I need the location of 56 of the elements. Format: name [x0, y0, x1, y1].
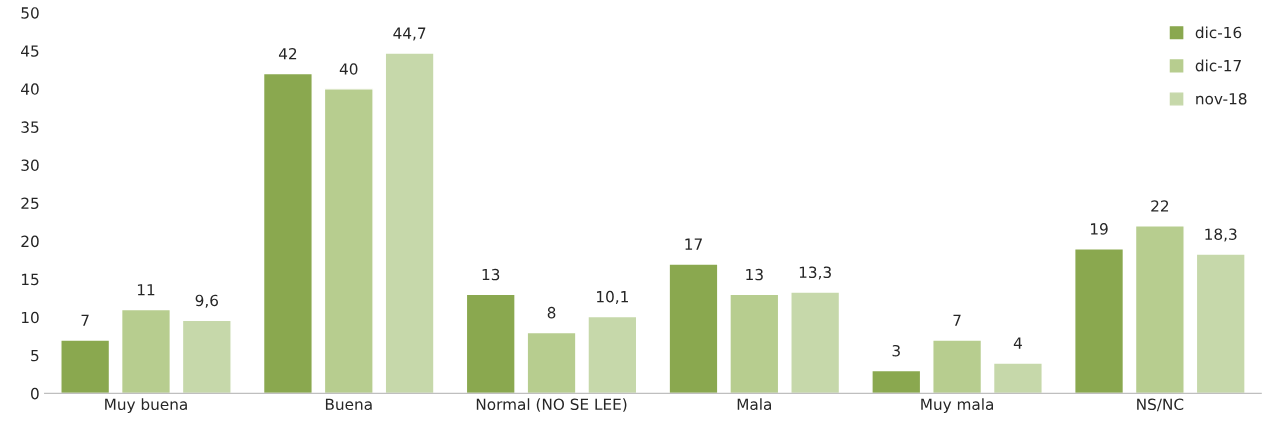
data-label: 44,7	[393, 27, 426, 41]
bar	[262, 72, 313, 394]
x-tick-label: NS/NC	[1137, 398, 1184, 412]
bar	[932, 339, 983, 394]
data-label: 22	[1151, 200, 1169, 212]
x-tick-label: Mala	[737, 398, 771, 411]
bar	[526, 331, 577, 394]
y-tick-label: 50	[21, 7, 39, 19]
y-tick-label: 30	[21, 159, 39, 171]
bar	[384, 52, 435, 394]
y-tick-label: 10	[21, 311, 39, 324]
data-label: 9,6	[195, 294, 218, 308]
bar	[120, 308, 172, 394]
x-tick-label: Muy buena	[105, 398, 187, 414]
bar	[587, 315, 638, 394]
data-label: 17	[685, 238, 702, 250]
data-label: 42	[278, 47, 297, 60]
data-label: 3	[892, 344, 900, 357]
data-label: 13,3	[799, 266, 831, 280]
x-tick-label: Normal (NO SE LEE)	[476, 398, 627, 412]
bar	[1195, 253, 1246, 394]
y-tick-label: 0	[31, 387, 39, 400]
bar	[729, 293, 780, 394]
y-tick-label: 25	[21, 197, 39, 210]
bar	[871, 369, 922, 394]
data-label: 40	[339, 63, 358, 75]
y-tick-label: 45	[21, 45, 39, 57]
x-tick-label: Muy mala	[921, 398, 994, 414]
bar	[60, 339, 111, 394]
bar	[181, 319, 232, 394]
y-tick-label: 15	[21, 273, 39, 286]
legend-label: nov-18	[1196, 92, 1247, 105]
legend-label: dic-17	[1195, 59, 1241, 72]
data-label: 18,3	[1205, 228, 1237, 242]
legend-label: dic-16	[1195, 26, 1242, 39]
y-tick-label: 5	[31, 349, 39, 362]
data-label: 10,1	[597, 290, 628, 304]
bar	[668, 263, 719, 394]
data-label: 11	[137, 284, 155, 296]
x-tick-label: Buena	[325, 398, 372, 411]
y-tick-label: 35	[21, 121, 39, 133]
y-tick-label: 20	[21, 235, 39, 248]
data-label: 8	[547, 306, 556, 319]
bar	[790, 291, 841, 394]
bar	[323, 88, 374, 394]
data-label: 19	[1090, 223, 1108, 235]
data-label: 4	[1013, 337, 1022, 349]
data-label: 7	[81, 314, 89, 326]
data-label: 13	[746, 268, 763, 281]
data-label: 7	[953, 314, 961, 326]
bar	[1074, 248, 1125, 394]
bar	[992, 362, 1043, 394]
bar	[465, 293, 516, 394]
bar	[1134, 225, 1185, 394]
data-label: 13	[482, 268, 500, 281]
y-tick-label: 40	[21, 83, 39, 95]
